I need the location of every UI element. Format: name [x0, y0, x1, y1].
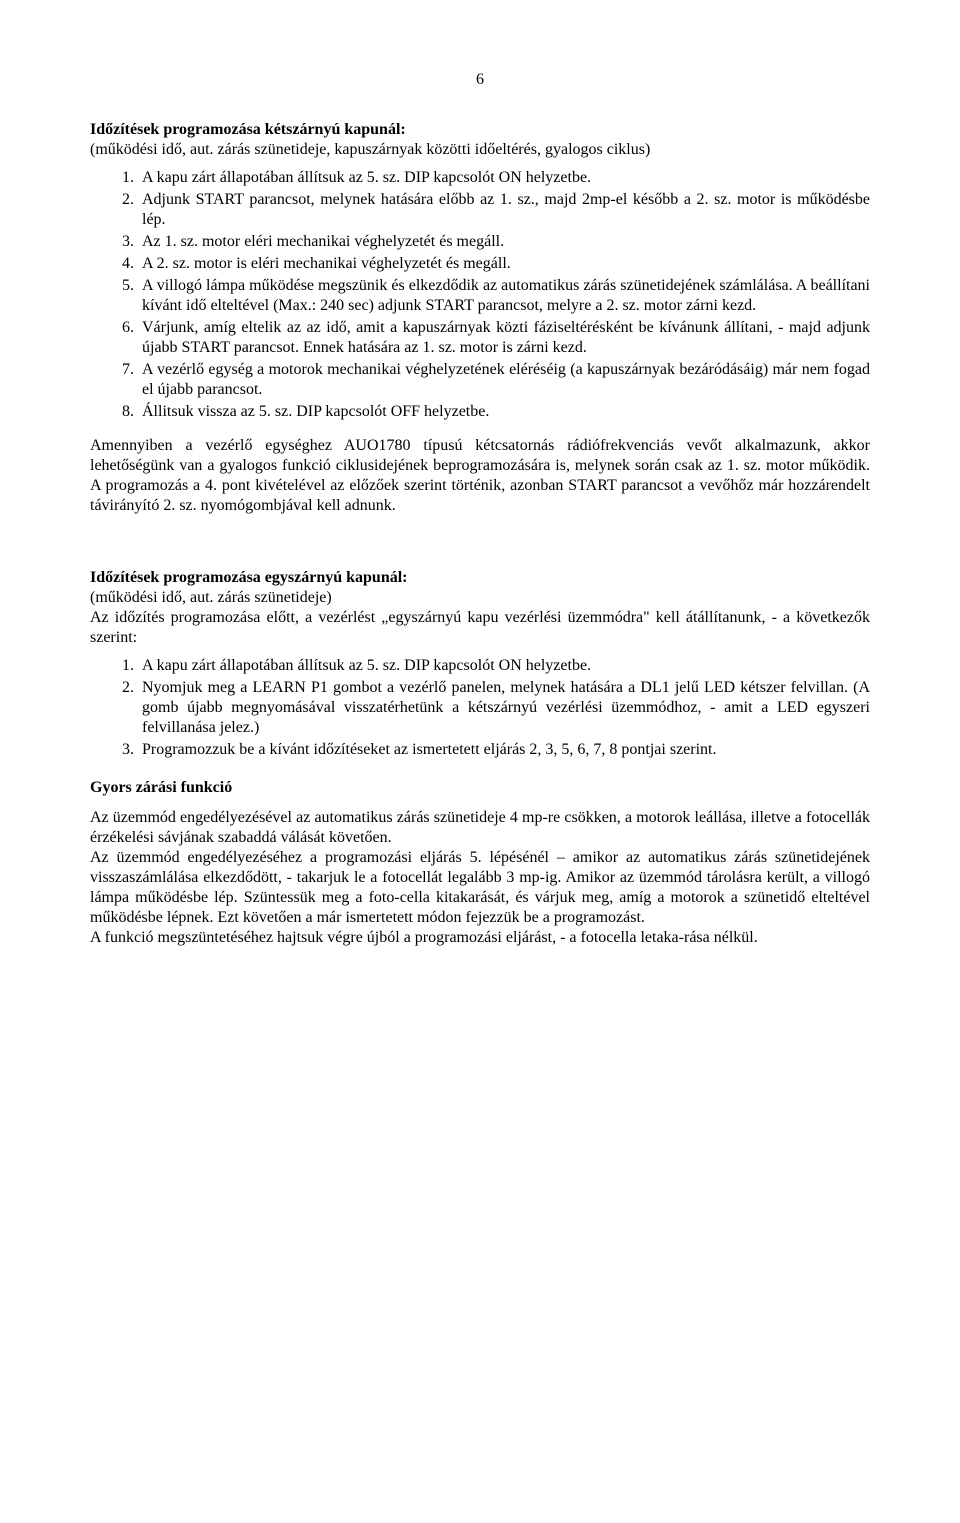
list-item: Programozzuk be a kívánt időzítéseket az… — [138, 740, 870, 760]
section2-subtitle2: Az időzítés programozása előtt, a vezérl… — [90, 608, 870, 648]
list-item: Állitsuk vissza az 5. sz. DIP kapcsolót … — [138, 402, 870, 422]
section2-list: A kapu zárt állapotában állítsuk az 5. s… — [90, 656, 870, 760]
list-item: Adjunk START parancsot, melynek hatására… — [138, 190, 870, 230]
section3-title: Gyors zárási funkció — [90, 778, 870, 798]
paragraph-auo: Amennyiben a vezérlő egységhez AUO1780 t… — [90, 436, 870, 516]
section1-title: Időzítések programozása kétszárnyú kapun… — [90, 120, 870, 140]
list-item: Az 1. sz. motor eléri mechanikai véghely… — [138, 232, 870, 252]
section3-p1: Az üzemmód engedélyezésével az automatik… — [90, 808, 870, 848]
list-item: A kapu zárt állapotában állítsuk az 5. s… — [138, 168, 870, 188]
list-item: Várjunk, amíg eltelik az az idő, amit a … — [138, 318, 870, 358]
list-item: A kapu zárt állapotában állítsuk az 5. s… — [138, 656, 870, 676]
page-number: 6 — [90, 70, 870, 90]
section1-list: A kapu zárt állapotában állítsuk az 5. s… — [90, 168, 870, 422]
section2-subtitle1: (működési idő, aut. zárás szünetideje) — [90, 588, 870, 608]
list-item: A villogó lámpa működése megszünik és el… — [138, 276, 870, 316]
section3-p3: A funkció megszüntetéséhez hajtsuk végre… — [90, 928, 870, 948]
section1-subtitle: (működési idő, aut. zárás szünetideje, k… — [90, 140, 870, 160]
list-item: Nyomjuk meg a LEARN P1 gombot a vezérlő … — [138, 678, 870, 738]
list-item: A 2. sz. motor is eléri mechanikai véghe… — [138, 254, 870, 274]
list-item: A vezérlő egység a motorok mechanikai vé… — [138, 360, 870, 400]
section2-title: Időzítések programozása egyszárnyú kapun… — [90, 568, 870, 588]
section3-p2: Az üzemmód engedélyezéséhez a programozá… — [90, 848, 870, 928]
